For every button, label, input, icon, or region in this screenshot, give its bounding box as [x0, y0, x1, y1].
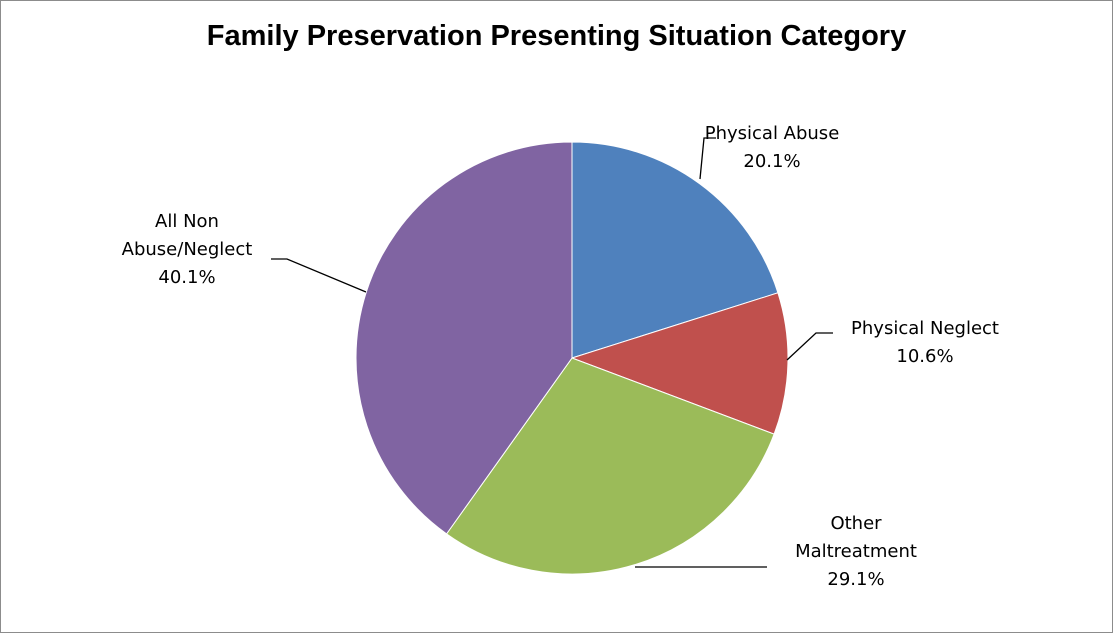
- leader-line: [699, 137, 716, 180]
- slice-percent: 20.1%: [743, 151, 800, 172]
- slice-name: Maltreatment: [795, 541, 917, 562]
- slice-name: All Non: [155, 211, 219, 232]
- slice-label: Other Maltreatment 29.1%: [795, 513, 917, 590]
- slice-percent: 29.1%: [827, 569, 884, 590]
- leader-line: [786, 332, 833, 361]
- pie-slice-all-non-abuse-neglect: [355, 141, 573, 535]
- leader-line: [271, 258, 367, 293]
- slice-percent: 10.6%: [896, 346, 953, 367]
- slice-percent: 40.1%: [158, 267, 215, 288]
- slice-label: All Non Abuse/Neglect 40.1%: [122, 211, 253, 288]
- chart-title: Family Preservation Presenting Situation…: [206, 20, 907, 52]
- slice-label: Physical Neglect 10.6%: [851, 318, 999, 367]
- slice-name: Physical Neglect: [851, 318, 999, 339]
- pie-slice-physical-neglect: [570, 292, 789, 435]
- pie-slice-other-maltreatment: [445, 357, 775, 575]
- slice-name: Other: [830, 513, 882, 534]
- slice-name: Physical Abuse: [705, 123, 840, 144]
- pie-slice-physical-abuse: [571, 141, 779, 359]
- slice-label: Physical Abuse 20.1%: [705, 123, 840, 172]
- slice-name: Abuse/Neglect: [122, 239, 253, 260]
